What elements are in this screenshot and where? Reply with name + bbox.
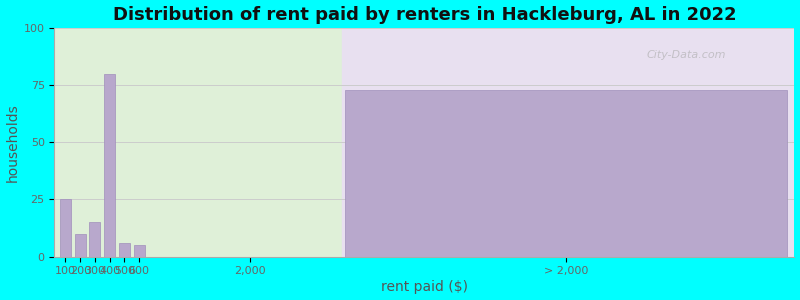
Y-axis label: households: households bbox=[6, 103, 19, 182]
Bar bbox=[346, 90, 787, 256]
Bar bbox=[54, 28, 342, 256]
Text: City-Data.com: City-Data.com bbox=[646, 50, 726, 60]
Bar bbox=[104, 74, 115, 256]
Bar bbox=[119, 243, 130, 256]
Bar bbox=[90, 222, 101, 256]
Bar bbox=[134, 245, 145, 256]
X-axis label: rent paid ($): rent paid ($) bbox=[381, 280, 468, 294]
Bar bbox=[342, 28, 794, 256]
Bar bbox=[60, 200, 71, 256]
Title: Distribution of rent paid by renters in Hackleburg, AL in 2022: Distribution of rent paid by renters in … bbox=[113, 6, 736, 24]
Bar bbox=[74, 234, 86, 256]
